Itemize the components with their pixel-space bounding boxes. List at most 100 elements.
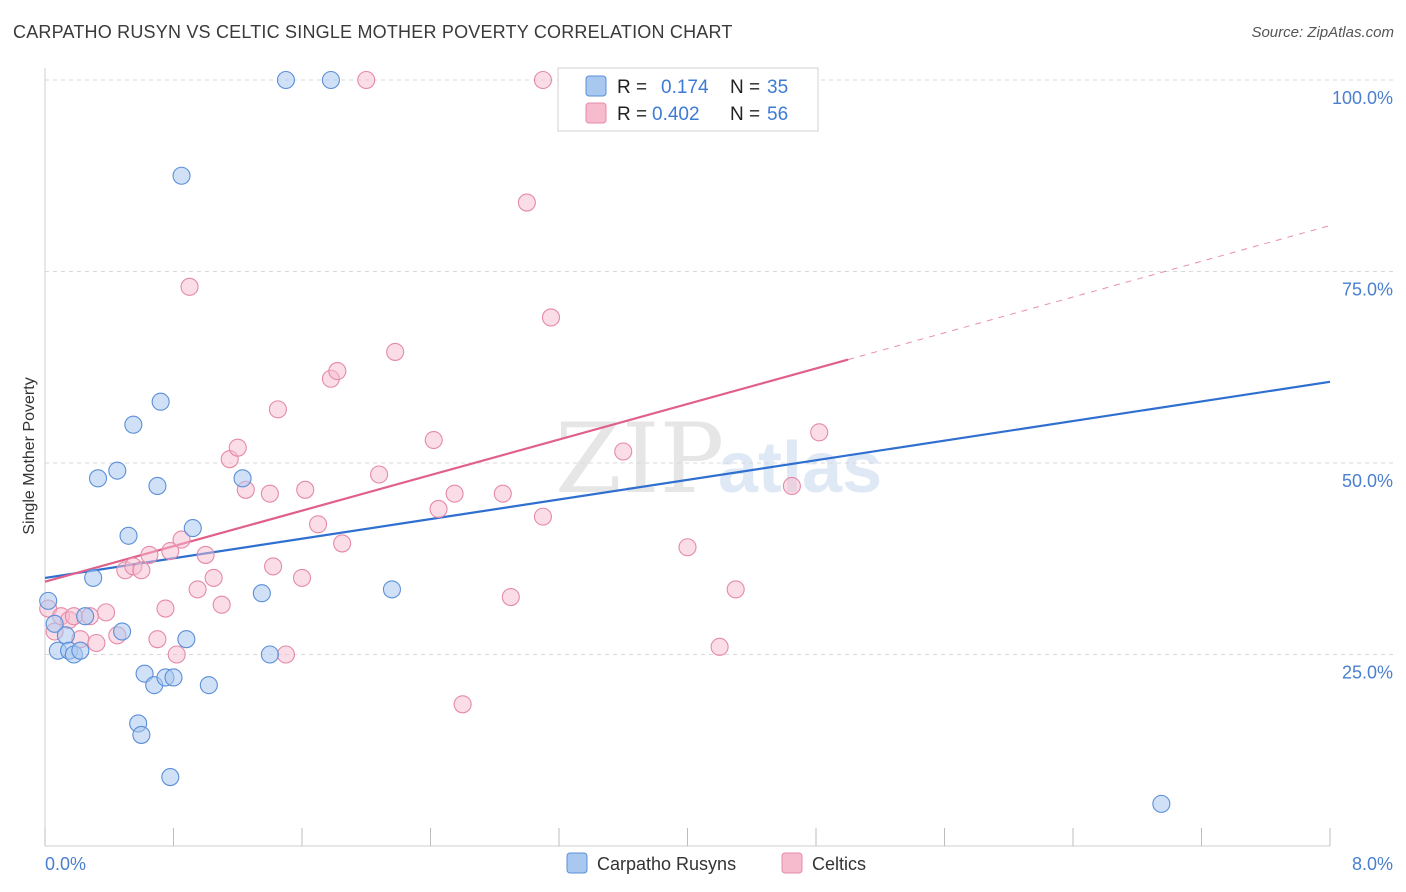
carpatho-rusyns-point — [260, 645, 279, 664]
watermark-atlas: atlas — [718, 428, 882, 508]
celtics-point — [678, 538, 697, 557]
celtics-point — [204, 568, 223, 587]
carpatho-rusyns-point — [45, 614, 64, 633]
carpatho-rusyns-point — [276, 70, 295, 90]
celtics-point — [429, 499, 448, 519]
carpatho-rusyns-point — [76, 607, 95, 626]
carpatho-rusyns-point — [151, 392, 170, 411]
grid-layer — [45, 79, 1395, 655]
carpatho-rusyns-point — [39, 591, 58, 610]
celtics-point — [188, 580, 207, 599]
carpatho-rusyns-point — [199, 676, 218, 695]
celtics-point — [161, 542, 180, 561]
celtics-point — [96, 603, 116, 622]
x-tick-label-min: 0.0% — [45, 854, 86, 874]
carpatho-rusyns-point — [148, 476, 167, 496]
bottom-legend-swatch-blue — [566, 852, 588, 874]
bottom-legend-label-blue: Carpatho Rusyns — [597, 854, 736, 874]
carpatho-rusyns-point — [164, 668, 183, 687]
celtics-point — [533, 507, 552, 526]
carpatho-rusyns-point — [124, 415, 143, 434]
celtics-point — [87, 633, 106, 653]
carpatho-rusyns-point — [1152, 794, 1171, 813]
legend-n-value-2: 56 — [767, 104, 788, 125]
celtics-point — [167, 645, 186, 664]
x-tick-label-max: 8.0% — [1352, 854, 1393, 874]
celtics-point — [517, 193, 536, 212]
celtics-point — [333, 534, 352, 553]
legend-r-label-2: R = — [617, 104, 647, 125]
celtics-point — [424, 430, 443, 450]
carpatho-rusyns-point — [108, 461, 127, 480]
celtics-point — [614, 442, 633, 461]
celtics-point — [782, 476, 801, 496]
celtics-point — [726, 580, 745, 599]
carpatho-rusyns-point — [233, 469, 252, 488]
trend-layer — [44, 225, 1331, 583]
celtics-point — [493, 484, 512, 503]
chart-title: CARPATHO RUSYN VS CELTIC SINGLE MOTHER P… — [13, 22, 733, 42]
axis-layer: 25.0% 50.0% 75.0% 100.0% 0.0% 8.0% — [44, 68, 1393, 874]
carpatho-rusyns-point — [84, 568, 103, 587]
carpatho-rusyns-point — [183, 519, 202, 538]
carpatho-rusyns-point — [71, 641, 90, 660]
source-label: Source: ZipAtlas.com — [1251, 24, 1394, 41]
legend-r-value-1: 0.174 — [661, 77, 709, 98]
watermark-zip: ZIP — [555, 403, 724, 515]
carpatho-rusyns-point — [119, 526, 138, 545]
celtics-point — [710, 637, 729, 656]
celtics-point — [228, 438, 247, 457]
celtics-trendline-extension — [847, 225, 1331, 361]
legend-n-label-2: N = — [730, 104, 760, 125]
series-legend: Carpatho Rusyns Celtics — [566, 852, 866, 874]
celtics-point — [132, 561, 151, 580]
celtics-point — [196, 545, 215, 564]
carpatho-rusyns-point — [252, 584, 271, 603]
celtics-point — [212, 595, 231, 614]
y-tick-label: 50.0% — [1342, 471, 1393, 491]
legend-n-value-1: 35 — [767, 77, 788, 98]
y-tick-label: 100.0% — [1332, 88, 1393, 108]
carpatho-rusyns-trendline — [44, 380, 1331, 579]
carpatho-rusyns-point — [113, 622, 132, 641]
legend-r-value-2: 0.402 — [652, 104, 700, 125]
carpatho-rusyns-point — [177, 630, 196, 649]
celtics-point — [148, 630, 167, 649]
celtics-point — [156, 599, 175, 618]
celtics-point — [501, 587, 520, 607]
legend-r-label-1: R = — [617, 77, 647, 98]
celtics-point — [260, 484, 279, 503]
y-tick-label: 25.0% — [1342, 663, 1393, 683]
celtics-point — [453, 695, 472, 714]
celtics-point — [533, 70, 552, 90]
y-axis-label: Single Mother Poverty — [21, 377, 38, 534]
carpatho-rusyns-point — [321, 70, 340, 90]
carpatho-rusyns-point — [56, 626, 75, 645]
y-tick-label: 75.0% — [1342, 280, 1393, 300]
celtics-point — [296, 480, 315, 499]
celtics-point — [268, 400, 287, 419]
carpatho-rusyns-point — [172, 166, 191, 185]
celtics-point — [541, 308, 561, 327]
celtics-point — [264, 557, 283, 576]
bottom-legend-swatch-pink — [781, 852, 803, 874]
celtics-point — [810, 423, 829, 442]
carpatho-rusyns-point — [88, 469, 108, 488]
celtics-point — [180, 277, 199, 296]
celtics-point — [140, 545, 159, 564]
celtics-point — [357, 70, 376, 90]
legend-swatch-blue — [585, 75, 607, 97]
celtics-point — [309, 515, 328, 534]
bottom-legend-label-pink: Celtics — [812, 854, 866, 874]
stats-legend: R = 0.174 N = 35 R = 0.402 N = 56 — [557, 67, 819, 132]
points-layer — [39, 70, 1171, 813]
carpatho-rusyns-point — [382, 580, 402, 599]
celtics-point — [292, 568, 312, 587]
celtics-point — [386, 342, 405, 361]
celtics-point — [328, 362, 347, 381]
legend-swatch-pink — [585, 102, 607, 124]
celtics-point — [370, 465, 389, 484]
celtics-point — [445, 484, 464, 503]
legend-n-label-1: N = — [730, 77, 760, 98]
